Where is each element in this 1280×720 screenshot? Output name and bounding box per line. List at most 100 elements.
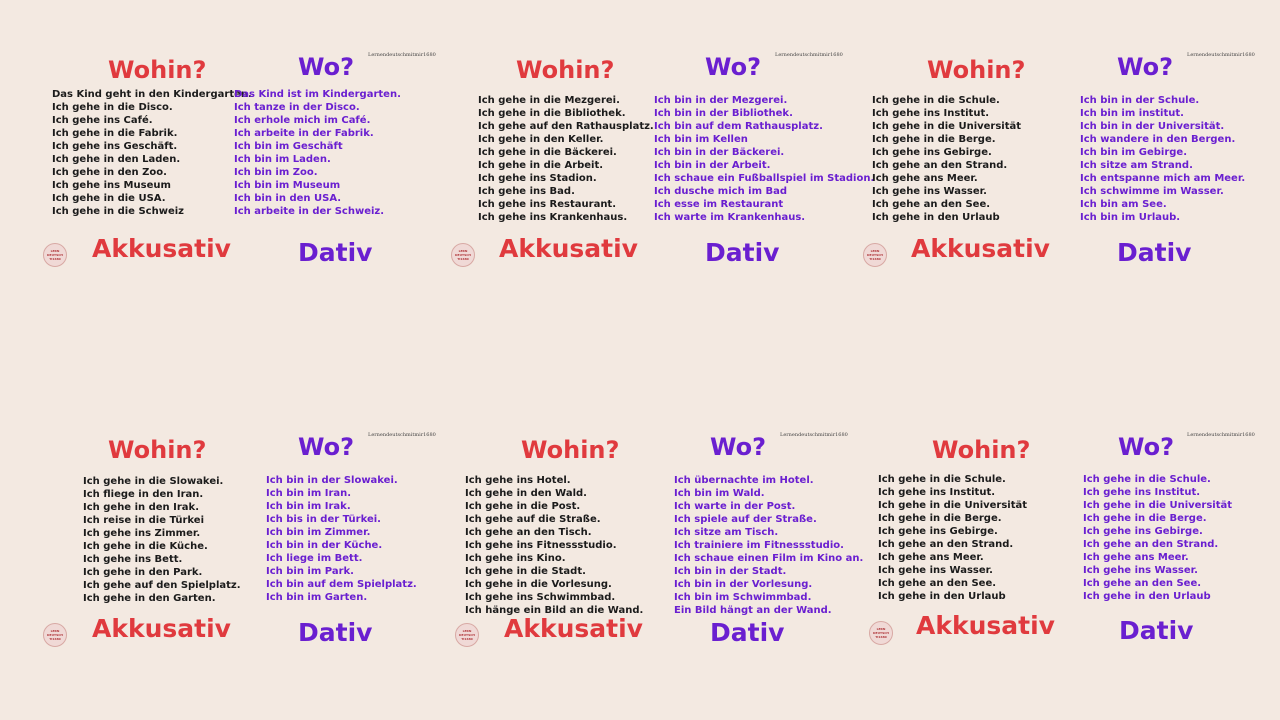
- akkusativ-label: Akkusativ: [911, 234, 1050, 263]
- list-item: Ich gehe an den Strand.: [878, 539, 1014, 550]
- list-item: Ich gehe in die Schule.: [1083, 474, 1211, 485]
- dativ-list: Ich gehe in die Schule. Ich gehe ins Ins…: [1083, 473, 1232, 603]
- list-item: Ich gehe ins Wasser.: [872, 186, 987, 197]
- list-item: Ich warte in der Post.: [674, 501, 796, 512]
- list-item: Ich gehe in die Slowakei.: [83, 476, 224, 487]
- wo-heading: Wo?: [298, 433, 355, 461]
- list-item: Ich bin im Zoo.: [234, 167, 318, 178]
- akkusativ-list: Ich gehe ins Hotel. Ich gehe in den Wald…: [465, 474, 643, 617]
- list-item: Ich gehe an den Strand.: [1083, 539, 1219, 550]
- list-item: Ich sitze am Tisch.: [674, 527, 779, 538]
- list-item: Ich gehe in die Universität: [878, 500, 1028, 511]
- list-item: Ich gehe in die USA.: [52, 193, 166, 204]
- panel-4: Wohin? Wo? Lernendeutschmitmir1680 Ich g…: [0, 380, 436, 680]
- panel-3: Wohin? Wo? Lernendeutschmitmir1680 Ich g…: [853, 0, 1266, 300]
- list-item: Ich gehe auf die Straße.: [465, 514, 601, 525]
- list-item: Ich entspanne mich am Meer.: [1080, 173, 1246, 184]
- watermark: Lernendeutschmitmir1680: [780, 432, 848, 438]
- list-item: Ich erhole mich im Café.: [234, 115, 371, 126]
- list-item: Ich gehe in den Urlaub: [872, 212, 1000, 223]
- list-item: Ich gehe ins Gebirge.: [872, 147, 992, 158]
- list-item: Ich arbeite in der Fabrik.: [234, 128, 374, 139]
- akkusativ-list: Ich gehe in die Slowakei. Ich fliege in …: [83, 475, 241, 605]
- list-item: Ich gehe in die Disco.: [52, 102, 173, 113]
- list-item: Ich gehe in den Park.: [83, 567, 203, 578]
- akkusativ-label: Akkusativ: [504, 614, 643, 643]
- list-item: Ich gehe ins Bett.: [83, 554, 183, 565]
- list-item: Ich gehe ans Meer.: [872, 173, 978, 184]
- list-item: Ich bin im Irak.: [266, 501, 351, 512]
- list-item: Ich gehe in die Fabrik.: [52, 128, 178, 139]
- list-item: Ich schwimme im Wasser.: [1080, 186, 1224, 197]
- watermark: Lernendeutschmitmir1680: [1187, 52, 1255, 58]
- list-item: Ich gehe an den See.: [1083, 578, 1202, 589]
- list-item: Ich hänge ein Bild an die Wand.: [465, 605, 644, 616]
- list-item: Ich gehe in die Schule.: [878, 474, 1006, 485]
- list-item: Ich bin im Wald.: [674, 488, 765, 499]
- list-item: Ich bis in der Türkei.: [266, 514, 381, 525]
- dativ-label: Dativ: [705, 238, 780, 267]
- wo-heading: Wo?: [298, 53, 355, 81]
- list-item: Ich gehe ins Museum: [52, 180, 171, 191]
- watermark: Lernendeutschmitmir1680: [775, 52, 843, 58]
- dativ-list: Ich übernachte im Hotel. Ich bin im Wald…: [674, 474, 863, 617]
- wohin-heading: Wohin?: [927, 56, 1026, 84]
- channel-logo: LERN DEUTSCH TI1680: [43, 623, 67, 647]
- list-item: Ich gehe in die Küche.: [83, 541, 208, 552]
- list-item: Ich gehe an den See.: [878, 578, 997, 589]
- akkusativ-list: Ich gehe in die Mezgerei. Ich gehe in di…: [478, 94, 654, 224]
- list-item: Ich gehe ins Institut.: [1083, 487, 1201, 498]
- list-item: Ich bin in der Küche.: [266, 540, 383, 551]
- list-item: Ich gehe ins Geschäft.: [52, 141, 178, 152]
- list-item: Ich bin im Urlaub.: [1080, 212, 1181, 223]
- list-item: Ich gehe ins Hotel.: [465, 475, 571, 486]
- list-item: Ich gehe ins Kino.: [465, 553, 566, 564]
- dativ-label: Dativ: [1117, 238, 1192, 267]
- list-item: Ich reise in die Türkei: [83, 515, 204, 526]
- list-item: Ich arbeite in der Schweiz.: [234, 206, 385, 217]
- list-item: Ich bin in den USA.: [234, 193, 342, 204]
- list-item: Ich gehe in den Irak.: [83, 502, 199, 513]
- list-item: Ich tanze in der Disco.: [234, 102, 360, 113]
- wohin-heading: Wohin?: [108, 56, 207, 84]
- list-item: Ich gehe ins Institut.: [878, 487, 996, 498]
- wohin-heading: Wohin?: [108, 436, 207, 464]
- channel-logo: LERN DEUTSCH TI1680: [869, 621, 893, 645]
- list-item: Ich trainiere im Fitnessstudio.: [674, 540, 844, 551]
- channel-logo: LERN DEUTSCH TI1680: [863, 243, 887, 267]
- watermark: Lernendeutschmitmir1680: [1187, 432, 1255, 438]
- akkusativ-label: Akkusativ: [916, 611, 1055, 640]
- list-item: Ich bin in der Slowakei.: [266, 475, 398, 486]
- list-item: Ich gehe in die Vorlesung.: [465, 579, 612, 590]
- list-item: Ich bin in der Bäckerei.: [654, 147, 785, 158]
- list-item: Ich bin im Laden.: [234, 154, 331, 165]
- panel-2: Wohin? Wo? Lernendeutschmitmir1680 Ich g…: [427, 0, 874, 300]
- dativ-label: Dativ: [710, 618, 785, 647]
- list-item: Ich gehe ans Meer.: [878, 552, 984, 563]
- list-item: Ich gehe in den Urlaub: [1083, 591, 1211, 602]
- channel-logo: LERN DEUTSCH TI1680: [455, 623, 479, 647]
- list-item: Ich gehe in die Berge.: [878, 513, 1002, 524]
- list-item: Das Kind ist im Kindergarten.: [234, 89, 401, 100]
- akkusativ-label: Akkusativ: [92, 234, 231, 263]
- list-item: Ich bin am See.: [1080, 199, 1167, 210]
- list-item: Ich gehe in die Arbeit.: [478, 160, 604, 171]
- dativ-label: Dativ: [298, 238, 373, 267]
- wo-heading: Wo?: [705, 53, 762, 81]
- list-item: Ich gehe in den Garten.: [83, 593, 216, 604]
- list-item: Ich gehe in die Bibliothek.: [478, 108, 626, 119]
- list-item: Ich gehe ins Bad.: [478, 186, 575, 197]
- akkusativ-list: Das Kind geht in den Kindergarten. Ich g…: [52, 88, 252, 218]
- watermark: Lernendeutschmitmir1680: [368, 432, 436, 438]
- list-item: Ich gehe in die Mezgerei.: [478, 95, 620, 106]
- list-item: Ich wandere in den Bergen.: [1080, 134, 1236, 145]
- list-item: Ich gehe in die Schweiz: [52, 206, 184, 217]
- list-item: Ich gehe in den Urlaub: [878, 591, 1006, 602]
- list-item: Ich esse im Restaurant: [654, 199, 784, 210]
- panel-1: Wohin? Wo? Lernendeutschmitmir1680 Das K…: [0, 0, 436, 300]
- list-item: Ein Bild hängt an der Wand.: [674, 605, 832, 616]
- list-item: Ich bin im Park.: [266, 566, 354, 577]
- list-item: Ich bin im Gebirge.: [1080, 147, 1188, 158]
- list-item: Ich gehe ins Wasser.: [1083, 565, 1198, 576]
- list-item: Ich bin in der Universität.: [1080, 121, 1225, 132]
